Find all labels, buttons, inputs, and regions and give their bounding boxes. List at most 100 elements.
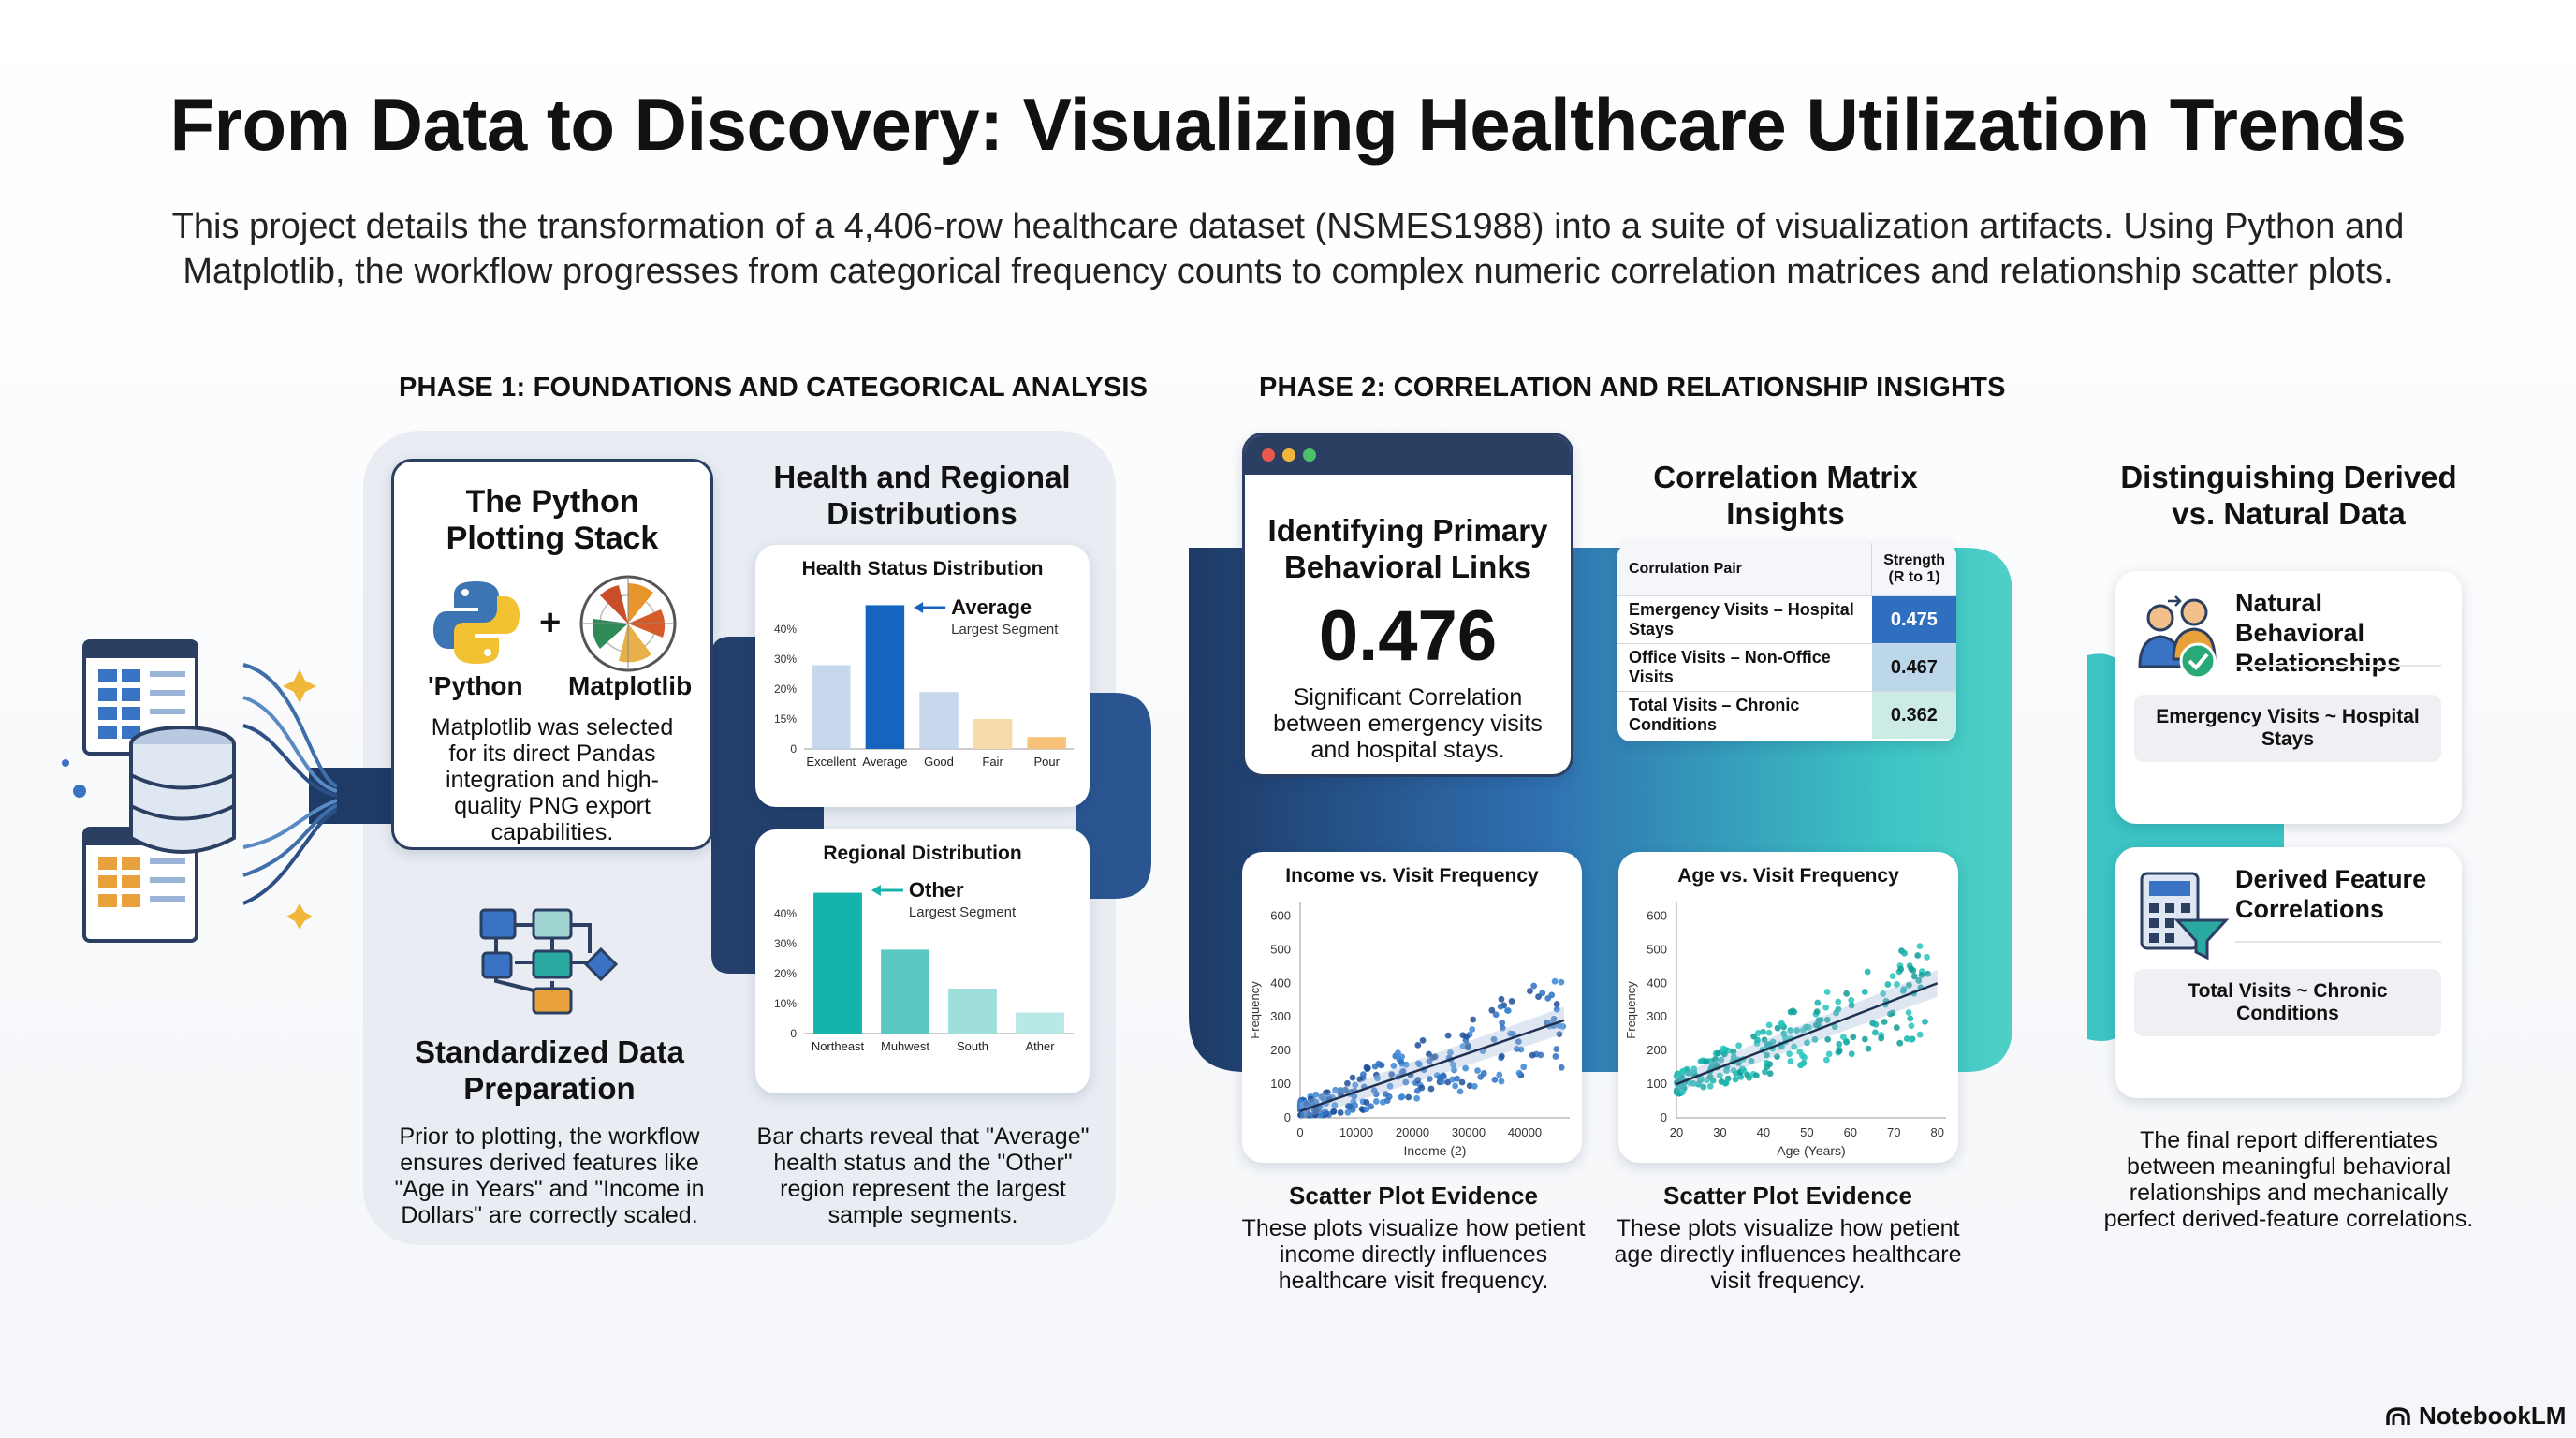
scatter-point [1499, 1024, 1506, 1032]
scatter-point [1825, 1050, 1833, 1058]
scatter-point [1459, 1043, 1467, 1049]
scatter-point [1371, 1063, 1379, 1070]
x-tick-label: South [957, 1039, 988, 1053]
y-tick-label: 30% [774, 937, 797, 950]
bar [973, 719, 1013, 749]
scatter-point [1413, 1094, 1421, 1102]
maximize-dot-icon [1303, 448, 1316, 462]
scatter-point [1556, 1031, 1563, 1038]
scatter-point [1419, 1036, 1427, 1044]
y-tick-label: 0 [790, 742, 797, 756]
natural-title: Natural Behavioral Relationships [2235, 589, 2402, 677]
python-stack-title: The Python Plotting Stack [446, 484, 659, 556]
scatter-point [1471, 1082, 1478, 1090]
scatter1-title: Scatter Plot Evidence [1289, 1181, 1538, 1210]
y-tick-label: 200 [1270, 1043, 1291, 1057]
health-status-bar-chart: 0 15% 20% 30% 40% Excellent Average Good Fair Pou… [774, 595, 1074, 769]
scatter-point [1508, 998, 1515, 1005]
scatter-point [1760, 1028, 1766, 1035]
page-subtitle: This project details the transformation … [171, 207, 2405, 291]
scatter-point [1456, 1088, 1464, 1095]
y-tick-label: 300 [1270, 1009, 1291, 1023]
scatter-point [1359, 1071, 1367, 1078]
scatter-point [1740, 1066, 1748, 1074]
derived-caption: The final report differentiates between … [2103, 1127, 2474, 1232]
scatter-point [1791, 1043, 1798, 1050]
scatter-point [1553, 1046, 1560, 1052]
x-tick-label: 0 [1296, 1125, 1303, 1139]
scatter-point [1498, 995, 1505, 1003]
scatter-point [1559, 1022, 1567, 1030]
scatter-point [1447, 1049, 1454, 1056]
distributions-title: Health and Regional Distributions [773, 460, 1071, 531]
scatter-point [1444, 1032, 1452, 1039]
scatter-point [1780, 1030, 1788, 1037]
matrix-row-value: 0.362 [1871, 691, 1956, 739]
scatter-point [1723, 1067, 1730, 1074]
scatter-point [1908, 1022, 1915, 1030]
y-tick-label: 300 [1647, 1009, 1667, 1023]
scatter-point [1363, 1099, 1370, 1106]
scatter-point [1679, 1067, 1687, 1075]
scatter-point [1451, 1066, 1457, 1074]
scatter-point [1899, 988, 1907, 994]
matrix-row: Emergency Visits – Hospital Stays 0.475 [1617, 595, 1956, 644]
y-tick-label: 0 [1284, 1110, 1291, 1124]
scatter-point [1490, 1035, 1498, 1043]
scatter-point [1370, 1087, 1378, 1094]
scatter-point [1764, 1059, 1770, 1066]
scatter-point [1730, 1066, 1737, 1074]
primary-correlation-value: 0.476 [1318, 596, 1498, 676]
people-check-icon [2138, 595, 2217, 680]
scatter-point [1778, 1020, 1786, 1028]
scatter-point [1915, 977, 1923, 984]
scatter-point [1450, 1062, 1456, 1068]
scatter-point [1754, 1030, 1762, 1036]
brand-mark: NotebookLM [2385, 1401, 2566, 1431]
scatter-point [1374, 1075, 1381, 1082]
scatter-point [1878, 1034, 1885, 1042]
annotation-arrowhead [871, 885, 881, 896]
scatter-point [1884, 981, 1892, 988]
scatter-point [1831, 1023, 1838, 1031]
scatter-point [1835, 998, 1842, 1005]
scatter-point [1405, 1093, 1412, 1101]
scatter-point [1416, 1061, 1423, 1068]
scatter-point [1822, 1004, 1830, 1011]
scatter-point [1706, 1082, 1714, 1090]
matrix-row-pair: Emergency Visits – Hospital Stays [1617, 595, 1872, 644]
x-tick-label: 50 [1800, 1125, 1813, 1139]
scatter-point [1762, 1068, 1768, 1076]
confidence-band [1300, 1006, 1564, 1120]
scatter-point [1553, 1001, 1560, 1007]
scatter-point [1337, 1109, 1344, 1116]
scatter-point [1823, 989, 1831, 995]
y-tick-label: 400 [1270, 976, 1291, 990]
divider [2235, 665, 2441, 667]
scatter-point [1395, 1049, 1401, 1057]
scatter-point [1786, 1050, 1793, 1058]
primary-link-caption: Significant Correlation between emergenc… [1273, 684, 1543, 763]
scatter-point [1737, 1073, 1745, 1080]
x-tick-label: 30000 [1452, 1125, 1486, 1139]
x-tick-label: Muhwest [881, 1039, 929, 1053]
derived-title: Distinguishing Derived vs. Natural Data [2120, 460, 2457, 531]
scatter-point [1811, 1036, 1819, 1043]
scatter-point [1744, 1071, 1751, 1078]
income-scatter-card: Income vs. Visit Frequency 0 100 200 300 400… [1242, 852, 1582, 1163]
bar [812, 665, 851, 749]
scatter-point [1748, 1057, 1755, 1064]
x-tick-label: 20000 [1396, 1125, 1429, 1139]
matplotlib-label: Matplotlib [568, 671, 693, 700]
scatter-point [1363, 1064, 1370, 1071]
scatter-point [1918, 972, 1925, 978]
bar [1016, 1012, 1064, 1034]
scatter-point [1706, 1073, 1714, 1080]
scatter-point [1673, 1087, 1680, 1093]
python-stack-caption: Matplotlib was selected for its direct P… [431, 714, 674, 845]
income-scatter-plot: 0 100 200 300 400 500 600 0 10000 20000 30000 40000… [1248, 902, 1570, 1158]
correlation-matrix-table: Corrulation Pair Strength (R to 1) Emerg… [1617, 543, 1956, 741]
bar [1027, 737, 1066, 749]
y-tick-label: 40% [774, 907, 797, 920]
y-tick-label: 10% [774, 997, 797, 1010]
